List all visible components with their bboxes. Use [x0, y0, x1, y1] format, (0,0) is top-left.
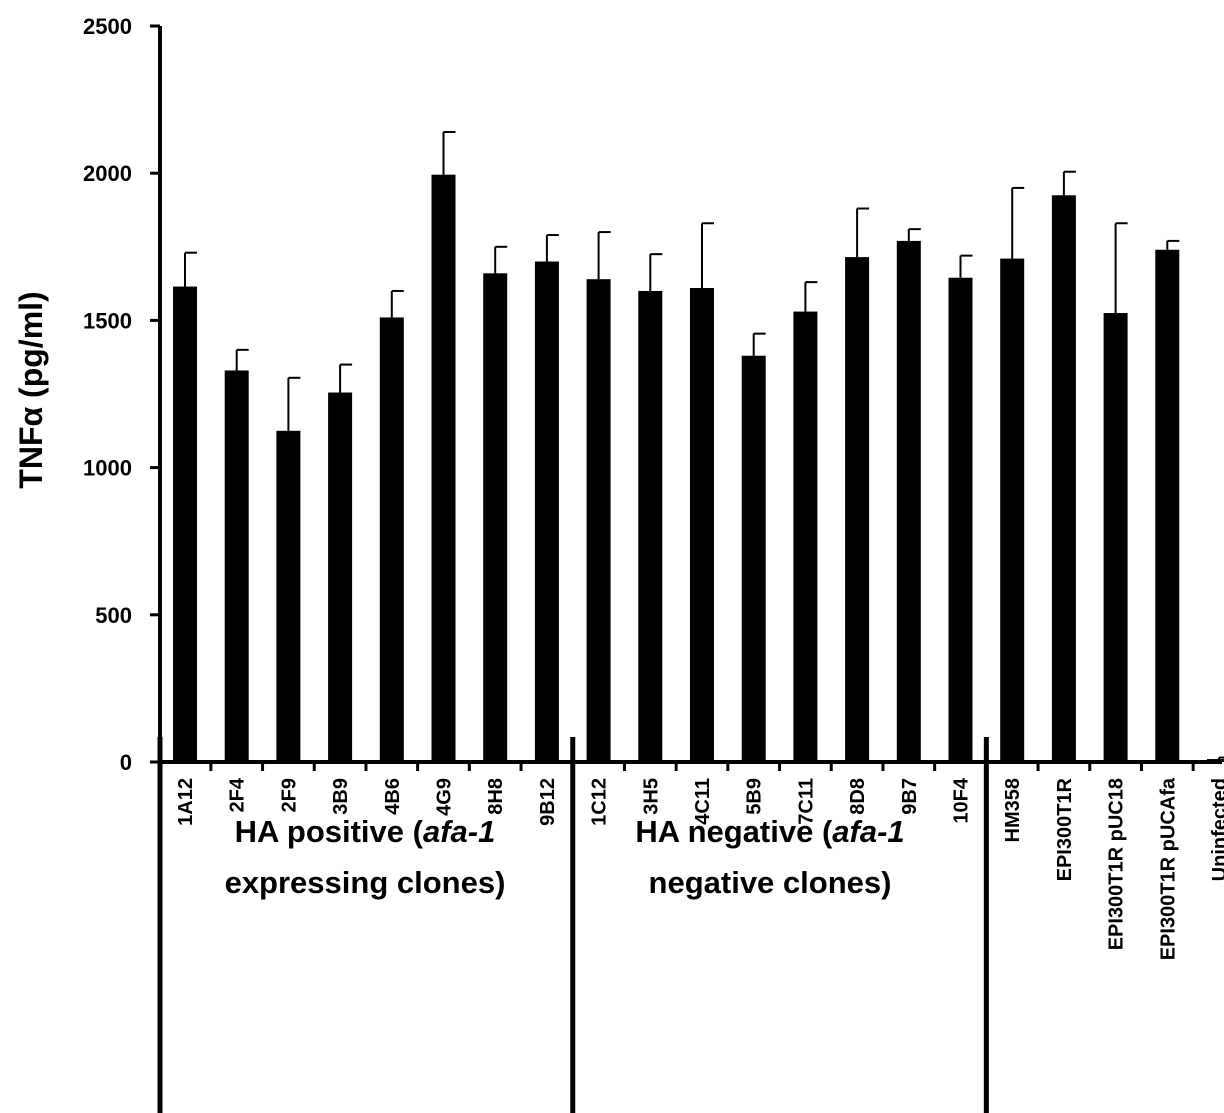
group-label-1-line2: expressing clones) — [225, 865, 506, 900]
bar-11 — [741, 355, 766, 762]
x-tick-label-11: 5B9 — [744, 778, 766, 815]
y-tick-label-2: 1000 — [83, 456, 132, 481]
group-label-2: HA negative (afa-1 negative clones) — [635, 814, 904, 900]
bar-12 — [793, 311, 818, 762]
x-tick-label-13: 8D8 — [847, 778, 869, 815]
x-tick-label-19: EPI300T1R pUCAfa — [1157, 777, 1179, 960]
bar-8 — [586, 279, 611, 762]
bar-18 — [1103, 313, 1128, 762]
x-tick-label-9: 3H5 — [640, 778, 662, 815]
bar-4 — [379, 317, 404, 762]
x-tick-label-2: 2F9 — [278, 778, 300, 812]
group-label-2-line2: negative clones) — [649, 865, 892, 900]
x-tick-label-3: 3B9 — [330, 778, 352, 815]
group-label-1-text-a: HA positive ( — [235, 814, 424, 849]
bar-3 — [328, 392, 353, 762]
bar-0 — [173, 286, 197, 762]
y-tick-label-4: 2000 — [83, 161, 132, 186]
group-label-1-italic: afa-1 — [423, 814, 495, 849]
bar-7 — [534, 261, 559, 762]
bar-17 — [1051, 195, 1076, 762]
y-tick-label-0: 0 — [120, 750, 132, 775]
bar-15 — [948, 277, 973, 762]
svg-text:HA positive (afa-1: HA positive (afa-1 — [235, 814, 496, 849]
x-tick-label-14: 9B7 — [899, 778, 921, 815]
y-tick-label-3: 1500 — [83, 308, 132, 333]
x-tick-label-6: 8H8 — [485, 778, 507, 815]
bar-5 — [431, 174, 456, 762]
bar-19 — [1155, 249, 1180, 762]
x-tick-label-1: 2F4 — [227, 777, 249, 812]
x-tick-label-4: 4B6 — [382, 778, 404, 815]
x-tick-label-16: HM358 — [1002, 778, 1024, 842]
x-tick-label-15: 10F4 — [951, 777, 973, 823]
y-tick-label-1: 500 — [95, 603, 132, 628]
x-tick-label-10: 4C11 — [692, 778, 714, 825]
bar-6 — [483, 273, 508, 762]
bar-13 — [845, 257, 870, 762]
y-tick-label-5: 2500 — [83, 14, 132, 39]
bar-20 — [1207, 759, 1224, 762]
svg-text:HA negative (afa-1: HA negative (afa-1 — [635, 814, 904, 849]
group-label-2-italic: afa-1 — [832, 814, 904, 849]
bar-9 — [638, 290, 663, 762]
x-tick-label-20: Uninfected — [1209, 778, 1224, 881]
group-label-2-text-a: HA negative ( — [635, 814, 833, 849]
x-tick-label-0: 1A12 — [175, 778, 197, 826]
x-tick-label-8: 1C12 — [589, 778, 611, 826]
bar-14 — [896, 240, 921, 763]
bar-16 — [1000, 258, 1025, 762]
x-tick-label-18: EPI300T1R pUC18 — [1106, 778, 1128, 950]
x-tick-label-5: 4G9 — [434, 778, 456, 816]
y-axis-label: TNFα (pg/ml) — [13, 291, 49, 488]
x-tick-label-17: EPI300T1R — [1054, 777, 1076, 881]
x-tick-label-12: 7C11 — [795, 778, 817, 825]
x-tick-label-7: 9B12 — [537, 778, 559, 826]
group-label-1: HA positive (afa-1 expressing clones) — [225, 814, 506, 900]
bar-2 — [276, 430, 301, 762]
bar-10 — [690, 288, 714, 762]
bar-1 — [224, 370, 249, 762]
